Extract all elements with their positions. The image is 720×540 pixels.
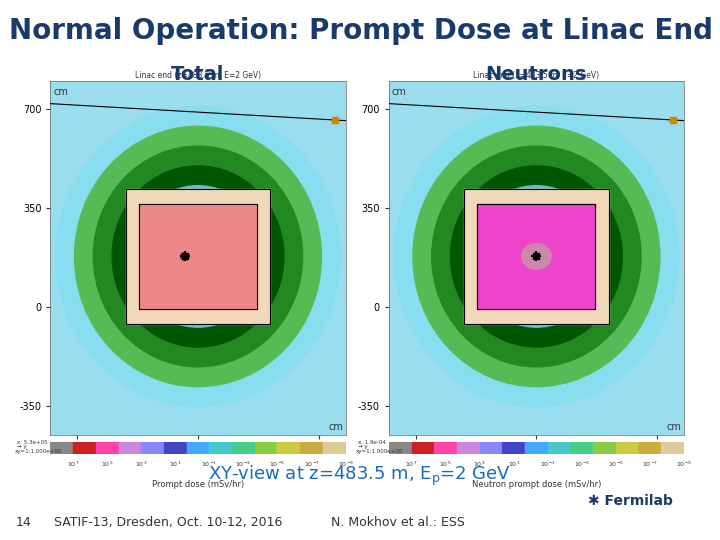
Bar xyxy=(525,442,548,454)
Text: → y: → y xyxy=(17,444,27,449)
Text: cm: cm xyxy=(667,422,681,432)
Text: cm: cm xyxy=(328,422,343,432)
Circle shape xyxy=(158,214,238,299)
Circle shape xyxy=(174,231,222,282)
Text: Normal Operation: Prompt Dose at Linac End: Normal Operation: Prompt Dose at Linac E… xyxy=(9,17,713,45)
Circle shape xyxy=(496,214,577,299)
Circle shape xyxy=(131,186,265,327)
Bar xyxy=(464,188,609,325)
Circle shape xyxy=(145,201,251,312)
Text: xy=1:1.000e+00: xy=1:1.000e+00 xyxy=(356,449,403,454)
Text: $10^{-3}$: $10^{-3}$ xyxy=(574,460,590,469)
Bar xyxy=(141,442,164,454)
Text: $10^{-5}$: $10^{-5}$ xyxy=(269,460,286,469)
Text: $10^{-9}$: $10^{-9}$ xyxy=(676,460,692,469)
Bar xyxy=(593,442,616,454)
Text: $10^1$: $10^1$ xyxy=(169,460,181,469)
Ellipse shape xyxy=(181,253,189,260)
Bar xyxy=(412,442,434,454)
Text: $10^{-5}$: $10^{-5}$ xyxy=(608,460,624,469)
Text: $10^5$: $10^5$ xyxy=(439,460,451,469)
Bar xyxy=(570,442,593,454)
Text: $10^5$: $10^5$ xyxy=(101,460,113,469)
Circle shape xyxy=(484,201,589,312)
Text: $10^7$: $10^7$ xyxy=(405,460,418,469)
Text: $10^{-9}$: $10^{-9}$ xyxy=(338,460,354,469)
Text: Neutron prompt dose (mSv/hr): Neutron prompt dose (mSv/hr) xyxy=(472,480,601,489)
Circle shape xyxy=(94,146,302,367)
Text: N. Mokhov et al.: ESS: N. Mokhov et al.: ESS xyxy=(331,516,465,529)
Text: $10^{-1}$: $10^{-1}$ xyxy=(202,460,217,469)
Text: $10^3$: $10^3$ xyxy=(135,460,148,469)
Text: → y: → y xyxy=(358,444,367,449)
Bar xyxy=(96,442,119,454)
Text: 14: 14 xyxy=(16,516,32,529)
Circle shape xyxy=(75,126,321,387)
Text: Neutrons: Neutrons xyxy=(486,65,587,84)
Bar xyxy=(300,442,323,454)
Bar xyxy=(119,442,141,454)
Circle shape xyxy=(451,166,622,347)
Bar xyxy=(139,204,257,309)
Circle shape xyxy=(55,106,341,407)
Text: x  5.3e+05: x 5.3e+05 xyxy=(17,440,48,445)
Bar xyxy=(616,442,639,454)
Text: ✱ Fermilab: ✱ Fermilab xyxy=(588,494,672,508)
Text: $10^{-1}$: $10^{-1}$ xyxy=(540,460,556,469)
Circle shape xyxy=(432,146,641,367)
Bar xyxy=(457,442,480,454)
Bar xyxy=(464,188,609,325)
Bar xyxy=(323,442,346,454)
Bar xyxy=(661,442,684,454)
Text: XY-view at z=483.5 m, E$_\mathrm{p}$=2 GeV: XY-view at z=483.5 m, E$_\mathrm{p}$=2 G… xyxy=(209,464,511,488)
Text: $10^3$: $10^3$ xyxy=(474,460,486,469)
Bar xyxy=(277,442,300,454)
Bar xyxy=(139,204,257,309)
Text: xy=1:1.000e+00: xy=1:1.000e+00 xyxy=(14,449,62,454)
Bar xyxy=(50,442,73,454)
Bar xyxy=(125,188,271,325)
Text: Prompt dose (mSv/hr): Prompt dose (mSv/hr) xyxy=(152,480,244,489)
Text: SATIF-13, Dresden, Oct. 10-12, 2016: SATIF-13, Dresden, Oct. 10-12, 2016 xyxy=(54,516,282,529)
Bar xyxy=(480,442,503,454)
Bar xyxy=(434,442,457,454)
Text: x  1.9e-04: x 1.9e-04 xyxy=(358,440,386,445)
Ellipse shape xyxy=(521,244,552,269)
Circle shape xyxy=(469,186,603,327)
Title: Linac end (z=483.5 m, E=2 GeV): Linac end (z=483.5 m, E=2 GeV) xyxy=(135,71,261,80)
Bar xyxy=(164,442,186,454)
Bar xyxy=(503,442,525,454)
Bar xyxy=(548,442,570,454)
Circle shape xyxy=(413,126,660,387)
Text: $10^{-3}$: $10^{-3}$ xyxy=(235,460,251,469)
Text: cm: cm xyxy=(392,86,406,97)
Bar xyxy=(477,204,595,309)
Circle shape xyxy=(112,166,284,347)
Bar xyxy=(73,442,96,454)
Text: $10^7$: $10^7$ xyxy=(67,460,79,469)
Bar xyxy=(389,442,412,454)
Text: $10^1$: $10^1$ xyxy=(508,460,520,469)
Circle shape xyxy=(167,224,229,289)
Bar xyxy=(210,442,232,454)
Text: cm: cm xyxy=(53,86,68,97)
Bar xyxy=(232,442,255,454)
Bar xyxy=(255,442,277,454)
Circle shape xyxy=(505,224,567,289)
Bar xyxy=(125,188,271,325)
Title: Linac end (z=483.5 m, E=2 GeV): Linac end (z=483.5 m, E=2 GeV) xyxy=(473,71,600,80)
Circle shape xyxy=(394,106,679,407)
Bar xyxy=(477,204,595,309)
Text: $10^{-7}$: $10^{-7}$ xyxy=(642,460,658,469)
Text: Total: Total xyxy=(171,65,225,84)
Text: $10^{-7}$: $10^{-7}$ xyxy=(304,460,320,469)
Bar xyxy=(639,442,661,454)
Bar xyxy=(186,442,210,454)
Circle shape xyxy=(512,231,561,282)
